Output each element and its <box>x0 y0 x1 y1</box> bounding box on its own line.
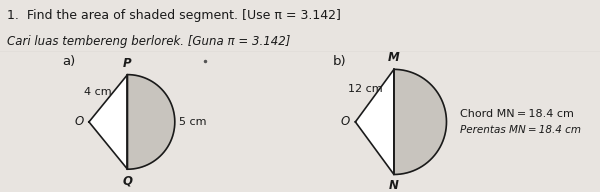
Polygon shape <box>127 75 175 169</box>
Text: P: P <box>123 57 132 70</box>
Text: O: O <box>341 115 350 128</box>
Polygon shape <box>394 69 446 175</box>
Text: M: M <box>388 51 400 65</box>
Text: Q: Q <box>122 174 133 187</box>
Text: 5 cm: 5 cm <box>179 117 206 127</box>
Text: a): a) <box>62 55 76 68</box>
Text: Cari luas tembereng berlorek. [Guna π = 3.142]: Cari luas tembereng berlorek. [Guna π = … <box>7 35 290 48</box>
Text: N: N <box>389 179 399 192</box>
Text: O: O <box>74 115 83 128</box>
Text: 4 cm: 4 cm <box>84 87 112 97</box>
Polygon shape <box>355 69 394 175</box>
Text: Perentas MN = 18.4 cm: Perentas MN = 18.4 cm <box>461 125 581 135</box>
Text: Chord MN = 18.4 cm: Chord MN = 18.4 cm <box>461 109 574 119</box>
Text: 12 cm: 12 cm <box>348 84 382 94</box>
Polygon shape <box>89 75 127 169</box>
Text: b): b) <box>332 55 346 68</box>
Text: 1.  Find the area of shaded segment. [Use π = 3.142]: 1. Find the area of shaded segment. [Use… <box>7 9 341 22</box>
